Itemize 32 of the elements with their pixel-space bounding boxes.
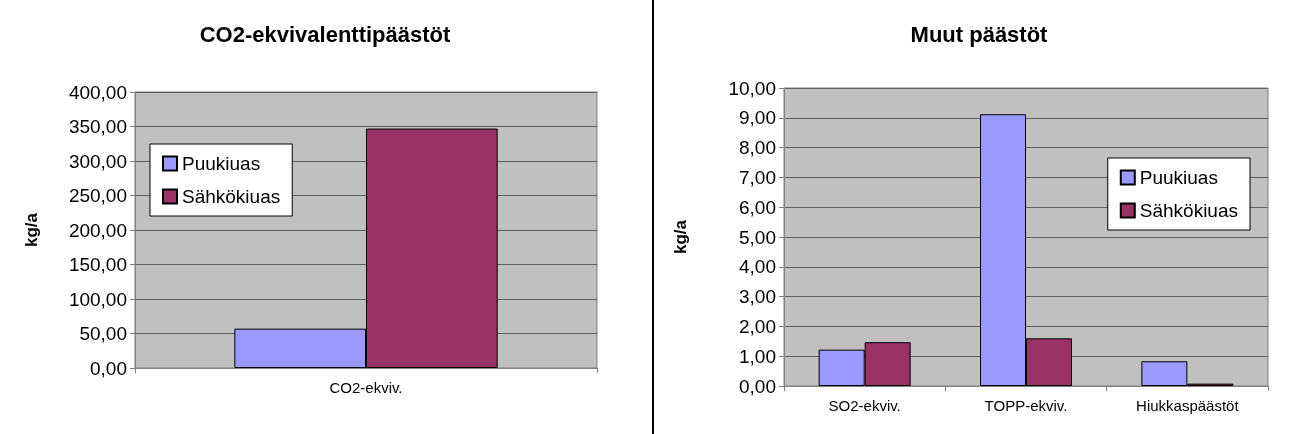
y-tick-label: 150,00 xyxy=(68,254,127,275)
x-tick-label: SO2-ekviv. xyxy=(828,397,901,414)
y-axis-title: kg/a xyxy=(22,212,41,248)
y-tick-label: 7,00 xyxy=(739,166,776,188)
x-tick-label: Hiukkaspäästöt xyxy=(1136,397,1240,414)
x-tick-label: TOPP-ekviv. xyxy=(984,397,1068,414)
y-tick-label: 10,00 xyxy=(728,77,776,99)
y-tick-label: 200,00 xyxy=(68,219,127,241)
y-tick-label: 0,00 xyxy=(90,357,127,379)
y-tick-label: 50,00 xyxy=(79,323,127,344)
y-tick-label: 0,00 xyxy=(739,375,776,397)
chart-title: Muut päästöt xyxy=(910,21,1049,47)
legend-label: Sähkökiuas xyxy=(1139,200,1239,221)
y-tick-label: 100,00 xyxy=(68,288,127,310)
legend-label: Puukiuas xyxy=(182,153,261,174)
y-tick-label: 9,00 xyxy=(739,107,776,129)
y-tick-label: 300,00 xyxy=(68,150,127,172)
y-tick-label: 350,00 xyxy=(68,116,127,137)
y-tick-label: 4,00 xyxy=(739,256,776,278)
chart-title: CO2-ekvivalenttipäästöt xyxy=(199,21,451,47)
y-tick-label: 3,00 xyxy=(739,286,776,308)
legend-label: Sähkökiuas xyxy=(182,186,281,207)
y-tick-label: 6,00 xyxy=(739,196,776,218)
x-tick-label: CO2-ekviv. xyxy=(329,379,403,396)
y-tick-label: 250,00 xyxy=(68,185,127,206)
legend-label: Puukiuas xyxy=(1139,167,1218,188)
y-tick-label: 2,00 xyxy=(739,315,776,337)
y-tick-label: 8,00 xyxy=(739,137,776,159)
y-tick-label: 400,00 xyxy=(68,81,127,103)
y-axis-title: kg/a xyxy=(671,219,690,255)
y-tick-label: 5,00 xyxy=(739,226,776,248)
y-tick-label: 1,00 xyxy=(739,345,776,367)
